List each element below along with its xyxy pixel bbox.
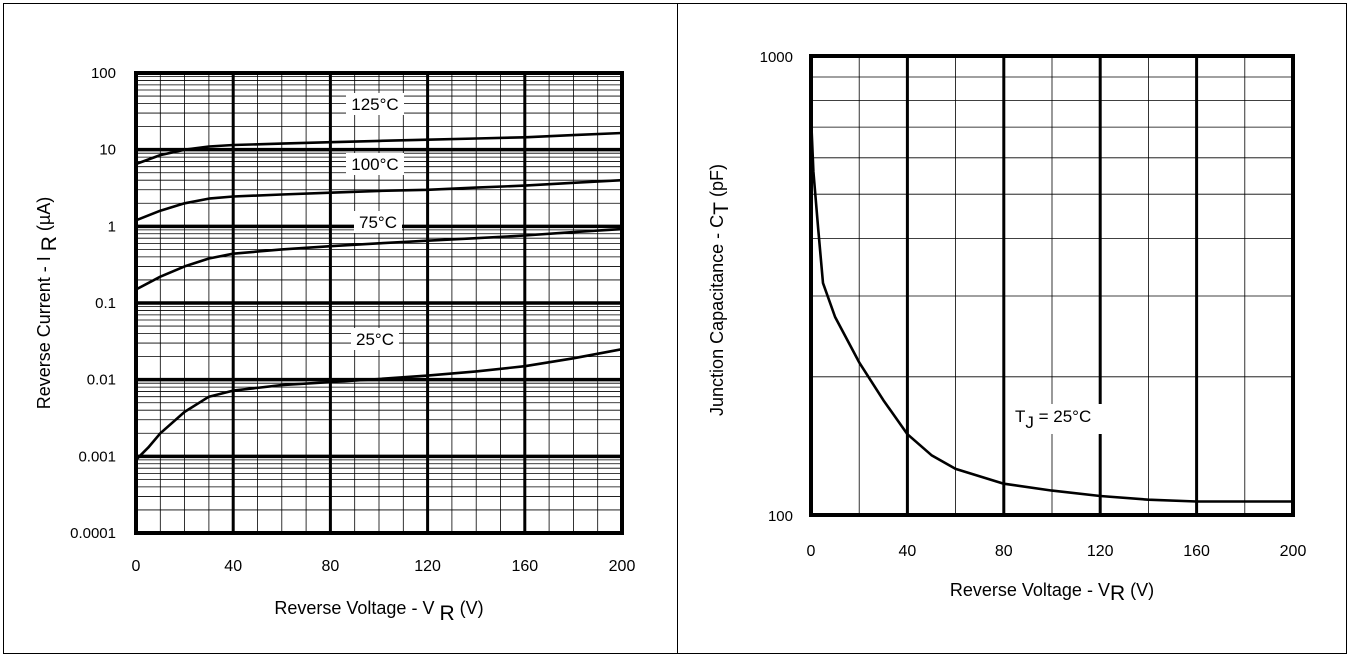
y-axis-label: Junction Capacitance - CT (pF) <box>707 164 733 416</box>
series-curve-1 <box>135 178 623 222</box>
x-tick-label: 0 <box>807 543 816 560</box>
x-axis-label-sub: R <box>439 602 454 625</box>
panel-divider <box>677 3 678 654</box>
x-tick-label: 80 <box>322 558 340 575</box>
y-tick-label: 0.0001 <box>70 525 116 542</box>
series-curve-0 <box>809 115 1293 503</box>
x-tick-label: 160 <box>511 558 538 575</box>
y-axis-label-main: Reverse Current - I <box>34 251 54 409</box>
figure-frame <box>3 3 1347 654</box>
series-label: 25°C <box>356 330 394 349</box>
x-tick-label: 120 <box>1087 543 1114 560</box>
y-tick-label: 0.01 <box>87 372 116 389</box>
series-label-bg <box>346 93 404 115</box>
annotation-main: T <box>1015 407 1025 426</box>
x-tick-label: 200 <box>609 558 636 575</box>
x-axis-label-main: Reverse Voltage - V <box>950 580 1110 600</box>
series-curve-2 <box>135 227 623 291</box>
series-label: 100°C <box>351 155 398 174</box>
x-tick-label: 200 <box>1280 543 1307 560</box>
y-axis-label-unit: (µA) <box>34 197 54 236</box>
series-label: 125°C <box>351 95 398 114</box>
x-tick-label: 160 <box>1183 543 1210 560</box>
reverse-current-chart: 125°C 100°C 75°C 25°C 0.0001 0.001 0.01 0.1 1 10 1… <box>34 65 635 625</box>
x-tick-label: 40 <box>224 558 242 575</box>
y-tick-label: 100 <box>91 65 116 82</box>
series-label-bg <box>354 211 402 233</box>
y-axis-label-sub: T <box>710 202 733 215</box>
x-axis-label-main: Reverse Voltage - V <box>274 598 439 618</box>
annotation-rest: = 25°C <box>1034 407 1091 426</box>
y-axis-label-unit: (pF) <box>707 164 727 202</box>
plot-frame <box>809 54 1295 517</box>
series-label-bg <box>346 153 404 175</box>
x-tick-label: 40 <box>899 543 917 560</box>
series-label: 75°C <box>359 213 397 232</box>
y-axis-label-sub: R <box>38 236 61 251</box>
annotation-bg <box>1010 404 1126 434</box>
y-tick-label: 1000 <box>760 49 793 66</box>
series-label-bg <box>351 328 399 350</box>
y-tick-label: 1 <box>108 218 116 235</box>
y-axis-label-main: Junction Capacitance - C <box>707 215 727 416</box>
series-curve-0 <box>135 131 623 166</box>
plot-frame <box>134 71 624 535</box>
y-tick-label: 100 <box>768 508 793 525</box>
x-tick-label: 0 <box>132 558 141 575</box>
y-tick-label: 0.1 <box>95 295 116 312</box>
x-axis-label-unit: (V) <box>1125 580 1154 600</box>
x-tick-label: 80 <box>995 543 1013 560</box>
y-tick-label: 10 <box>99 142 116 159</box>
y-tick-label: 0.001 <box>78 448 116 465</box>
x-axis-label: Reverse Voltage - V R (V) <box>274 598 483 625</box>
annotation-sub: J <box>1025 413 1034 432</box>
x-axis-label: Reverse Voltage - VR (V) <box>950 580 1154 605</box>
series-curve-3 <box>135 347 623 461</box>
temperature-annotation: TJ = 25°C <box>1015 407 1091 432</box>
y-axis-label: Reverse Current - I R (µA) <box>34 197 61 410</box>
x-tick-label: 120 <box>414 558 441 575</box>
x-axis-label-unit: (V) <box>455 598 484 618</box>
x-axis-label-sub: R <box>1110 582 1125 605</box>
